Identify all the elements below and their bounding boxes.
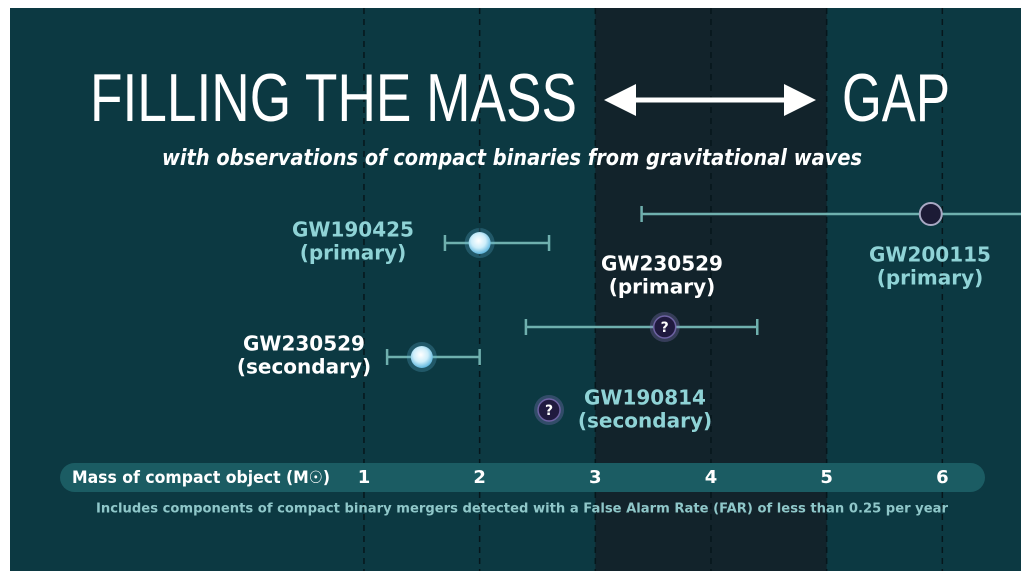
point [537,398,561,422]
x-tick-label: 4 [705,467,718,488]
point [468,232,491,254]
point [652,315,677,339]
title: FILLING THE MASS [90,60,577,136]
footnote: Includes components of compact binary me… [96,502,949,517]
series-role: (secondary) [237,355,371,379]
title-end: GAP [842,60,950,136]
arrow [604,84,816,116]
point [410,346,433,368]
x-tick-label: 2 [473,467,486,488]
x-tick-label: 6 [936,467,949,488]
series-name: GW230529 [243,332,365,356]
x-tick-label: 5 [820,467,833,488]
measurement: GW200115(primary) [640,202,1021,290]
x-tick-label: 3 [589,467,602,488]
series-name: GW190814 [584,386,706,410]
point-symbol: ? [545,403,553,419]
measurement: GW190425(primary) [292,218,551,265]
series-name: GW230529 [601,252,723,276]
measurement: ? GW190814(secondary) [534,386,712,433]
series-name: GW200115 [869,243,991,267]
point-symbol: ? [661,320,669,336]
series-name: GW190425 [292,218,414,242]
measurement: ? GW230529(primary) [524,252,759,342]
series-role: (secondary) [578,409,712,433]
point [918,202,943,226]
axis-bar [60,463,985,492]
series-role: (primary) [300,241,407,265]
subtitle: with observations of compact binaries fr… [162,146,862,171]
x-axis-label: Mass of compact object (M☉) [72,468,330,488]
measurement: GW230529(secondary) [237,332,481,379]
x-tick-label: 1 [358,467,371,488]
series-role: (primary) [609,275,716,299]
series-role: (primary) [877,266,984,290]
